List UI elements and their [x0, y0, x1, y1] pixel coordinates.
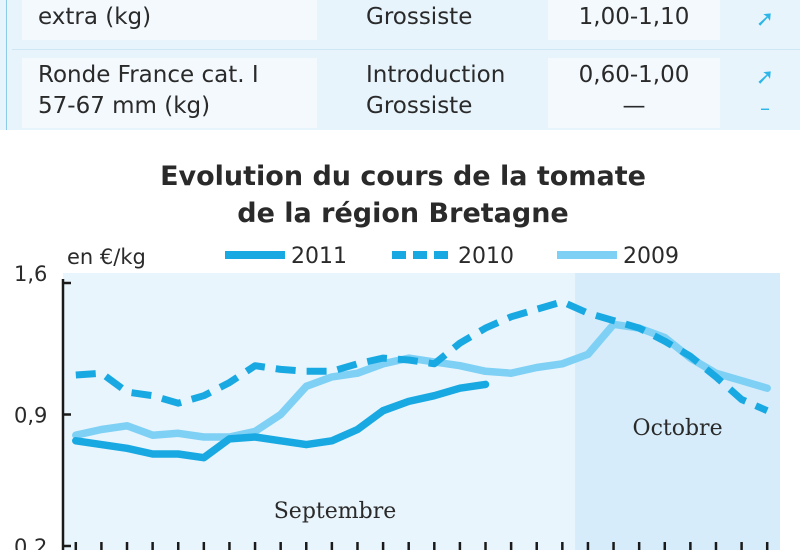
table-cell-line: 57-67 mm (kg) — [38, 93, 211, 119]
table-cell-line: — — [622, 93, 646, 119]
table-cell-stage: Grossiste — [350, 0, 545, 40]
y-tick-label: 1,6 — [14, 262, 47, 286]
legend-label: 2010 — [458, 244, 514, 269]
chart-background — [63, 273, 780, 550]
series-lines — [72, 298, 771, 462]
table-row-separator — [12, 49, 800, 50]
chart-axes: 1,6 0,9 0,2 — [14, 262, 769, 550]
chart-title: Evolution du cours de la tomate — [160, 161, 646, 192]
trend-stable-icon: – — [760, 96, 770, 120]
period-label: Octobre — [633, 416, 723, 441]
table-cell-price: 0,60-1,00 — — [548, 58, 720, 128]
table-cell-trend: ➚ – — [730, 58, 800, 128]
table-cell-line: 0,60-1,00 — [578, 62, 690, 88]
chart-subtitle: de la région Bretagne — [237, 198, 569, 229]
series-line-2009 — [72, 320, 771, 441]
trend-up-icon: ➚ — [755, 65, 775, 90]
table-cell-product: extra (kg) — [22, 0, 317, 40]
trend-up-icon: ➚ — [755, 7, 775, 32]
price-table: extra (kg) Grossiste 1,00-1,10 ➚ Ronde F… — [0, 0, 800, 130]
period-shading — [575, 273, 780, 550]
price-chart: Evolution du cours de la tomate de la ré… — [14, 161, 780, 550]
table-cell-product: Ronde France cat. I 57-67 mm (kg) — [22, 58, 317, 128]
table-cell-line: Introduction — [366, 62, 506, 88]
table-cell-line: Grossiste — [366, 93, 473, 119]
legend-label: 2011 — [291, 244, 347, 269]
table-left-rule — [6, 0, 7, 130]
table-cell-stage: Introduction Grossiste — [350, 58, 545, 128]
period-labels: Septembre Octobre — [274, 416, 723, 524]
y-tick-label: 0,9 — [14, 404, 47, 428]
table-cell-line: 1,00-1,10 — [578, 4, 690, 30]
chart-legend: 2011 2010 2009 — [225, 244, 679, 269]
series-line-2011 — [72, 380, 490, 462]
legend-label: 2009 — [623, 244, 679, 269]
table-cell-trend: ➚ — [730, 0, 800, 40]
y-axis-unit: en €/kg — [67, 245, 146, 269]
table-cell-line: extra (kg) — [38, 4, 152, 30]
table-cell-line: Grossiste — [366, 4, 473, 30]
table-cell-price: 1,00-1,10 — [548, 0, 720, 40]
table-cell-line: Ronde France cat. I — [38, 62, 259, 88]
period-label: Septembre — [274, 499, 397, 524]
y-tick-label: 0,2 — [14, 535, 47, 550]
